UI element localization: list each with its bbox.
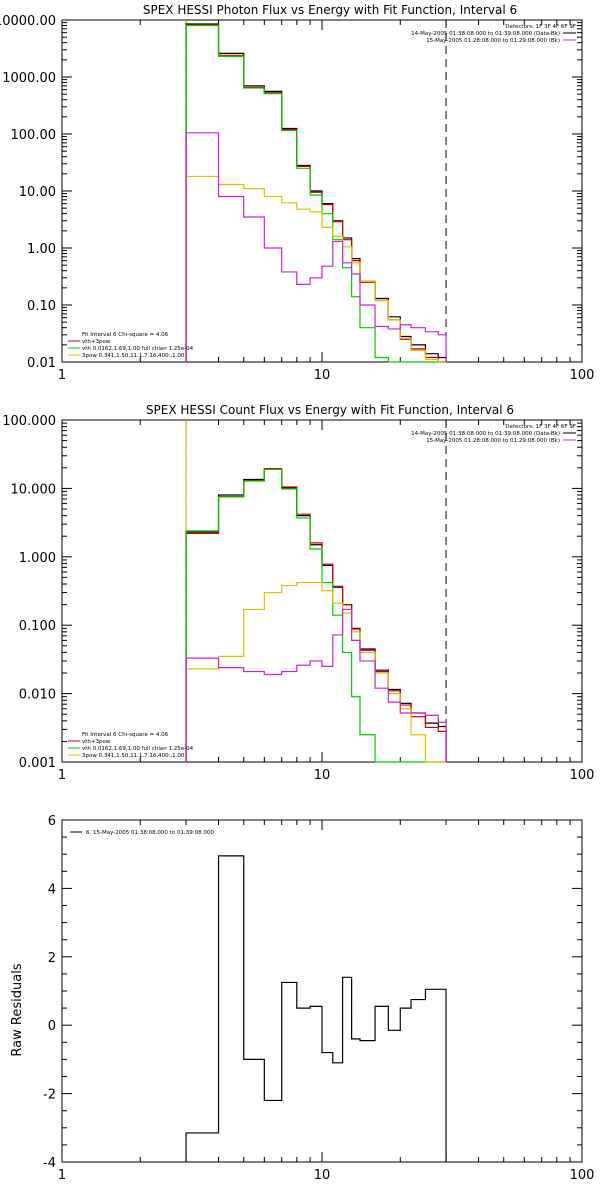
count-panel-title: SPEX HESSI Count Flux vs Energy with Fit…	[146, 403, 514, 417]
y-tick-label: -2	[43, 1088, 56, 1103]
legend-top-entry: 14-May-2005 01:38:08.000 to 01:39:08.000…	[411, 431, 560, 437]
y-tick-label: -4	[43, 1156, 56, 1171]
series-step-line-0	[185, 855, 447, 1162]
y-tick-label: 10.00	[19, 185, 56, 200]
y-tick-label: 1.00	[27, 242, 56, 257]
legend-bottom-entry: vth 0.0162,1.69,1.00 full chian 1.25e-04	[82, 346, 194, 352]
legend-top-entry: Detectors: 1F 3F 4F 6F 9F	[505, 24, 576, 30]
y-tick-label: 2	[48, 951, 56, 966]
legend-top-left-entry: 6. 15-May-2005 01:38:08.000 to 01:39:08.…	[86, 830, 214, 836]
residuals-ylabel: Raw Residuals	[10, 963, 25, 1056]
y-tick-label: 1.000	[19, 551, 56, 566]
series-step-line-3	[185, 175, 447, 363]
series-step-line-4	[185, 608, 447, 762]
series-step-line-4	[185, 132, 447, 362]
x-tick-label: 10	[314, 368, 331, 383]
series-step-line-0	[185, 468, 447, 762]
y-tick-label: 0.010	[19, 688, 56, 703]
y-tick-label: 10.000	[11, 482, 57, 497]
legend-bottom-entry: Fit Interval 6 Chi-square = 4.06	[82, 332, 169, 338]
legend-bottom-entry: vth 0.0162,1.69,1.00 full chian 1.25e-04	[82, 746, 194, 752]
x-tick-label: 10	[314, 1168, 331, 1183]
y-tick-label: 0.01	[27, 356, 56, 371]
y-tick-label: 0.10	[27, 299, 56, 314]
y-tick-label: 10000.00	[0, 14, 56, 29]
y-tick-label: 100.00	[11, 128, 57, 143]
series-step-line-3	[185, 581, 447, 763]
y-tick-label: 0.100	[19, 619, 56, 634]
photon-panel-title: SPEX HESSI Photon Flux vs Energy with Fi…	[143, 3, 517, 17]
y-tick-label: 0	[48, 1019, 56, 1034]
x-tick-label: 1	[58, 368, 66, 383]
y-tick-label: 4	[48, 882, 56, 897]
series-step-line-1	[185, 467, 447, 762]
legend-bottom-entry: Fit Interval 6 Chi-square = 4.06	[82, 732, 169, 738]
photon-flux-panel: SPEX HESSI Photon Flux vs Energy with Fi…	[0, 3, 594, 383]
y-tick-label: 100.000	[2, 414, 56, 429]
legend-top-entry: Detectors: 1F 3F 4F 6F 9F	[505, 424, 576, 430]
legend-bottom-entry: 3pow 0.341,1.50,11.1,7.16,400.,1.00	[82, 753, 185, 759]
y-tick-label: 1000.00	[2, 71, 56, 86]
legend-bottom-entry: vth+3pow	[82, 739, 111, 745]
x-tick-label: 1	[58, 768, 66, 783]
residuals-panel: Raw Residuals 1 10 100 -4 -2 0 2 4 6 6. 15-May-20…	[10, 814, 594, 1183]
x-tick-label: 100	[570, 768, 595, 783]
x-tick-label: 100	[570, 1168, 595, 1183]
x-tick-label: 1	[58, 1168, 66, 1183]
series-step-line-2	[185, 24, 447, 363]
legend-bottom-entry: vth+3pow	[82, 339, 111, 345]
legend-top-entry: 15-May-2005 01:28:08.000 to 01:29:08.000…	[426, 38, 560, 44]
plot-frame	[61, 819, 583, 1163]
series-step-line-2	[185, 468, 447, 763]
legend-bottom-entry: 3pow 0.341,1.50,11.1,7.16,400.,1.00	[82, 353, 185, 359]
series-step-line-0	[185, 23, 447, 362]
y-tick-label: 0.001	[19, 756, 56, 771]
x-tick-label: 10	[314, 768, 331, 783]
legend-top-entry: 14-May-2005 01:38:08.000 to 01:39:08.000…	[411, 31, 560, 37]
y-tick-label: 6	[48, 814, 56, 829]
x-tick-label: 100	[570, 368, 595, 383]
series-step-line-1	[185, 24, 447, 363]
legend-top-entry: 15-May-2005 01:28:08.000 to 01:29:08.000…	[426, 438, 560, 444]
count-flux-panel: SPEX HESSI Count Flux vs Energy with Fit…	[2, 403, 594, 783]
